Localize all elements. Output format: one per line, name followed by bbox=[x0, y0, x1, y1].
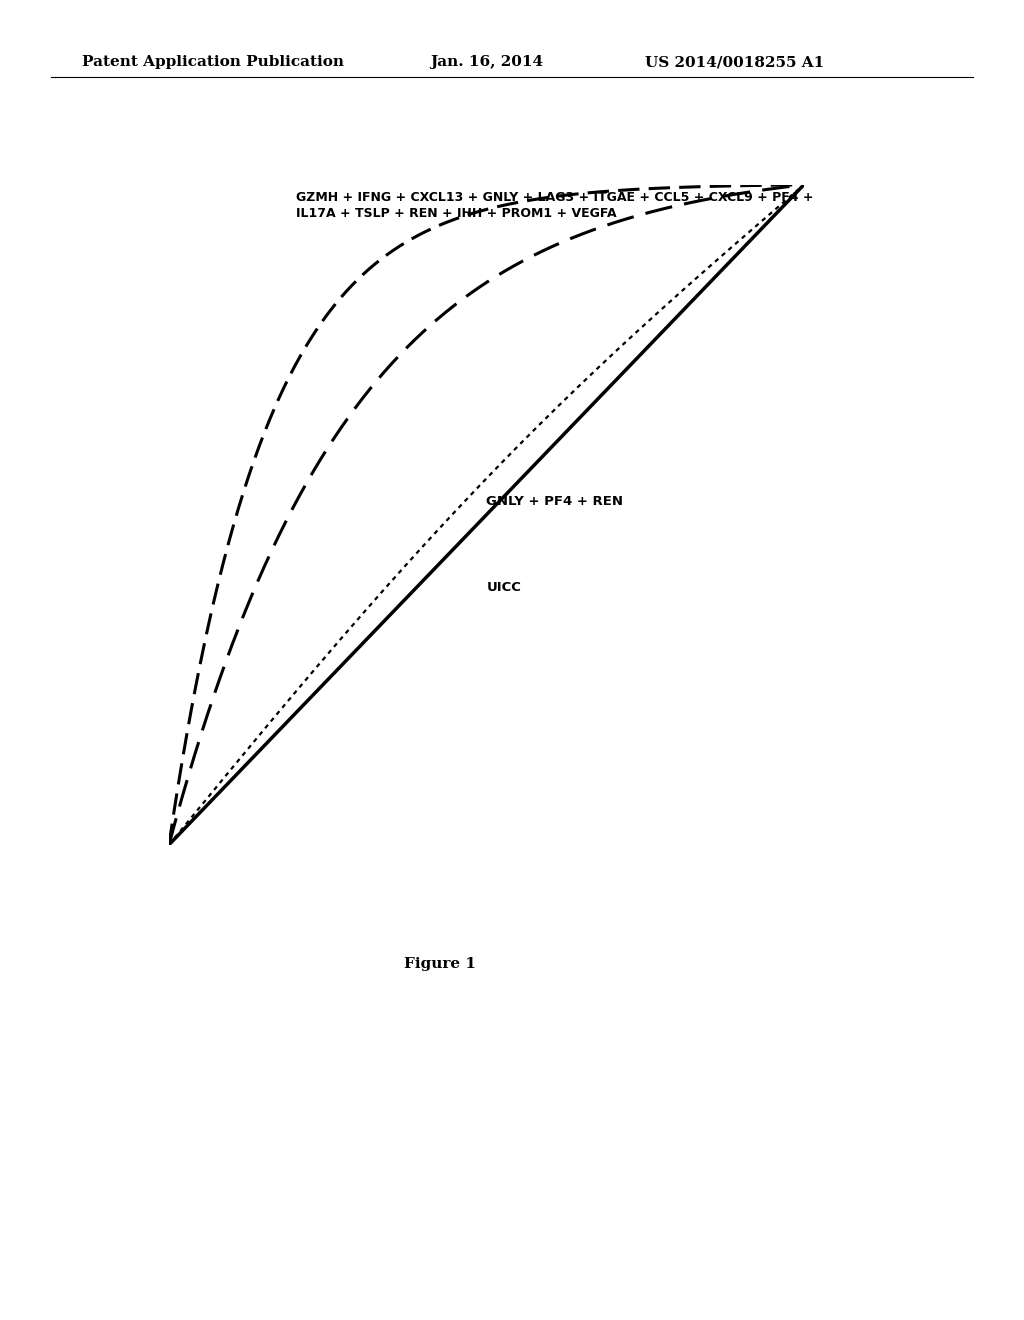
Text: GNLY + PF4 + REN: GNLY + PF4 + REN bbox=[486, 495, 624, 508]
Text: Jan. 16, 2014: Jan. 16, 2014 bbox=[430, 55, 543, 70]
Text: Figure 1: Figure 1 bbox=[404, 957, 476, 972]
Text: GZMH + IFNG + CXCL13 + GNLY + LAG3 + ITGAE + CCL5 + CXCL9 + PF4 +
IL17A + TSLP +: GZMH + IFNG + CXCL13 + GNLY + LAG3 + ITG… bbox=[296, 191, 813, 220]
Text: UICC: UICC bbox=[486, 581, 521, 594]
Text: US 2014/0018255 A1: US 2014/0018255 A1 bbox=[645, 55, 824, 70]
Text: Patent Application Publication: Patent Application Publication bbox=[82, 55, 344, 70]
